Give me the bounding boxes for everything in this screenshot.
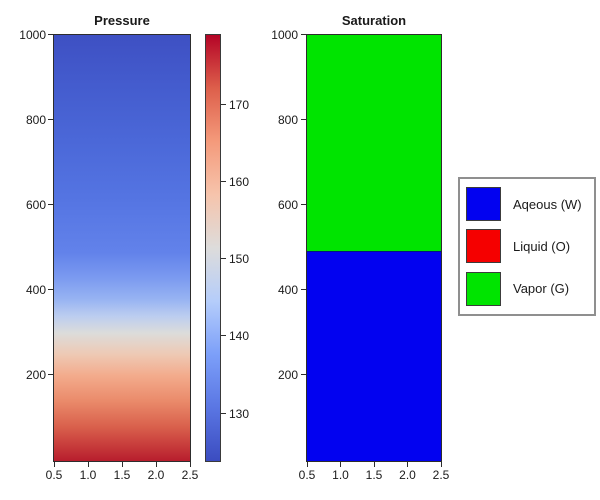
saturation-x-tick-label: 1.0	[332, 468, 349, 482]
pressure-y-tick-label: 200	[25, 368, 46, 382]
pressure-y-tick-label: 600	[25, 198, 46, 212]
tick-mark	[301, 289, 306, 291]
tick-mark	[340, 462, 342, 467]
colorbar-tick-mark	[221, 104, 226, 106]
legend-item: Aqeous (W)	[466, 187, 588, 222]
tick-mark	[48, 289, 53, 291]
pressure-x-tick-label: 2.0	[147, 468, 165, 482]
saturation-y-tick-label: 800	[277, 113, 298, 127]
colorbar-tick-label: 140	[229, 329, 250, 343]
tick-mark	[87, 462, 89, 467]
saturation-x-tick-label: 2.5	[432, 468, 450, 482]
pressure-x-tick-label: 1.5	[113, 468, 131, 482]
colorbar-tick-label: 170	[229, 98, 250, 112]
pressure-plot	[53, 34, 191, 462]
legend-item: Vapor (G)	[466, 271, 588, 306]
legend-label: Vapor (G)	[513, 281, 570, 297]
colorbar-tick-mark	[221, 258, 226, 260]
tick-mark	[48, 374, 53, 376]
tick-mark	[155, 462, 157, 467]
phase-legend: Aqeous (W) Liquid (O) Vapor (G)	[458, 177, 596, 316]
pressure-x-tick-label: 1.0	[79, 468, 97, 482]
saturation-x-tick-label: 2.0	[399, 468, 416, 482]
saturation-y-tick-label: 1000	[271, 28, 298, 42]
colorbar-tick-mark	[221, 181, 226, 183]
tick-mark	[121, 462, 123, 467]
saturation-y-tick-label: 400	[277, 283, 298, 297]
tick-mark	[48, 119, 53, 121]
saturation-y-tick-label: 600	[277, 198, 298, 212]
pressure-x-tick-label: 2.5	[181, 468, 199, 482]
saturation-title: Saturation	[341, 13, 407, 28]
colorbar-tick-label: 130	[229, 407, 250, 421]
pressure-y-tick-label: 1000	[19, 28, 46, 42]
legend-item: Liquid (O)	[466, 229, 588, 264]
pressure-x-tick-label: 0.5	[45, 468, 63, 482]
pressure-y-tick-label: 800	[25, 113, 46, 127]
saturation-x-tick-label: 1.5	[365, 468, 383, 482]
liquid-swatch-icon	[466, 229, 501, 264]
legend-label: Aqeous (W)	[513, 196, 582, 212]
tick-mark	[301, 204, 306, 206]
colorbar-tick-label: 160	[229, 175, 250, 189]
aqeous-region	[307, 250, 441, 461]
tick-mark	[189, 462, 191, 467]
tick-mark	[440, 462, 442, 467]
saturation-x-tick-label: 0.5	[298, 468, 316, 482]
tick-mark	[301, 34, 306, 36]
vapor-swatch-icon	[466, 271, 501, 306]
legend-label: Liquid (O)	[513, 238, 571, 254]
colorbar-tick-mark	[221, 413, 226, 415]
tick-mark	[373, 462, 375, 467]
tick-mark	[48, 204, 53, 206]
colorbar	[205, 34, 221, 462]
vapor-region	[307, 35, 441, 251]
tick-mark	[53, 462, 55, 467]
saturation-y-tick-label: 200	[277, 368, 298, 382]
tick-mark	[301, 374, 306, 376]
colorbar-tick-mark	[221, 335, 226, 337]
tick-mark	[407, 462, 409, 467]
pressure-y-tick-label: 400	[25, 283, 46, 297]
tick-mark	[306, 462, 308, 467]
tick-mark	[48, 34, 53, 36]
saturation-plot	[306, 34, 442, 462]
aqeous-swatch-icon	[466, 187, 501, 222]
tick-mark	[301, 119, 306, 121]
pressure-title: Pressure	[94, 13, 150, 28]
colorbar-tick-label: 150	[229, 252, 250, 266]
